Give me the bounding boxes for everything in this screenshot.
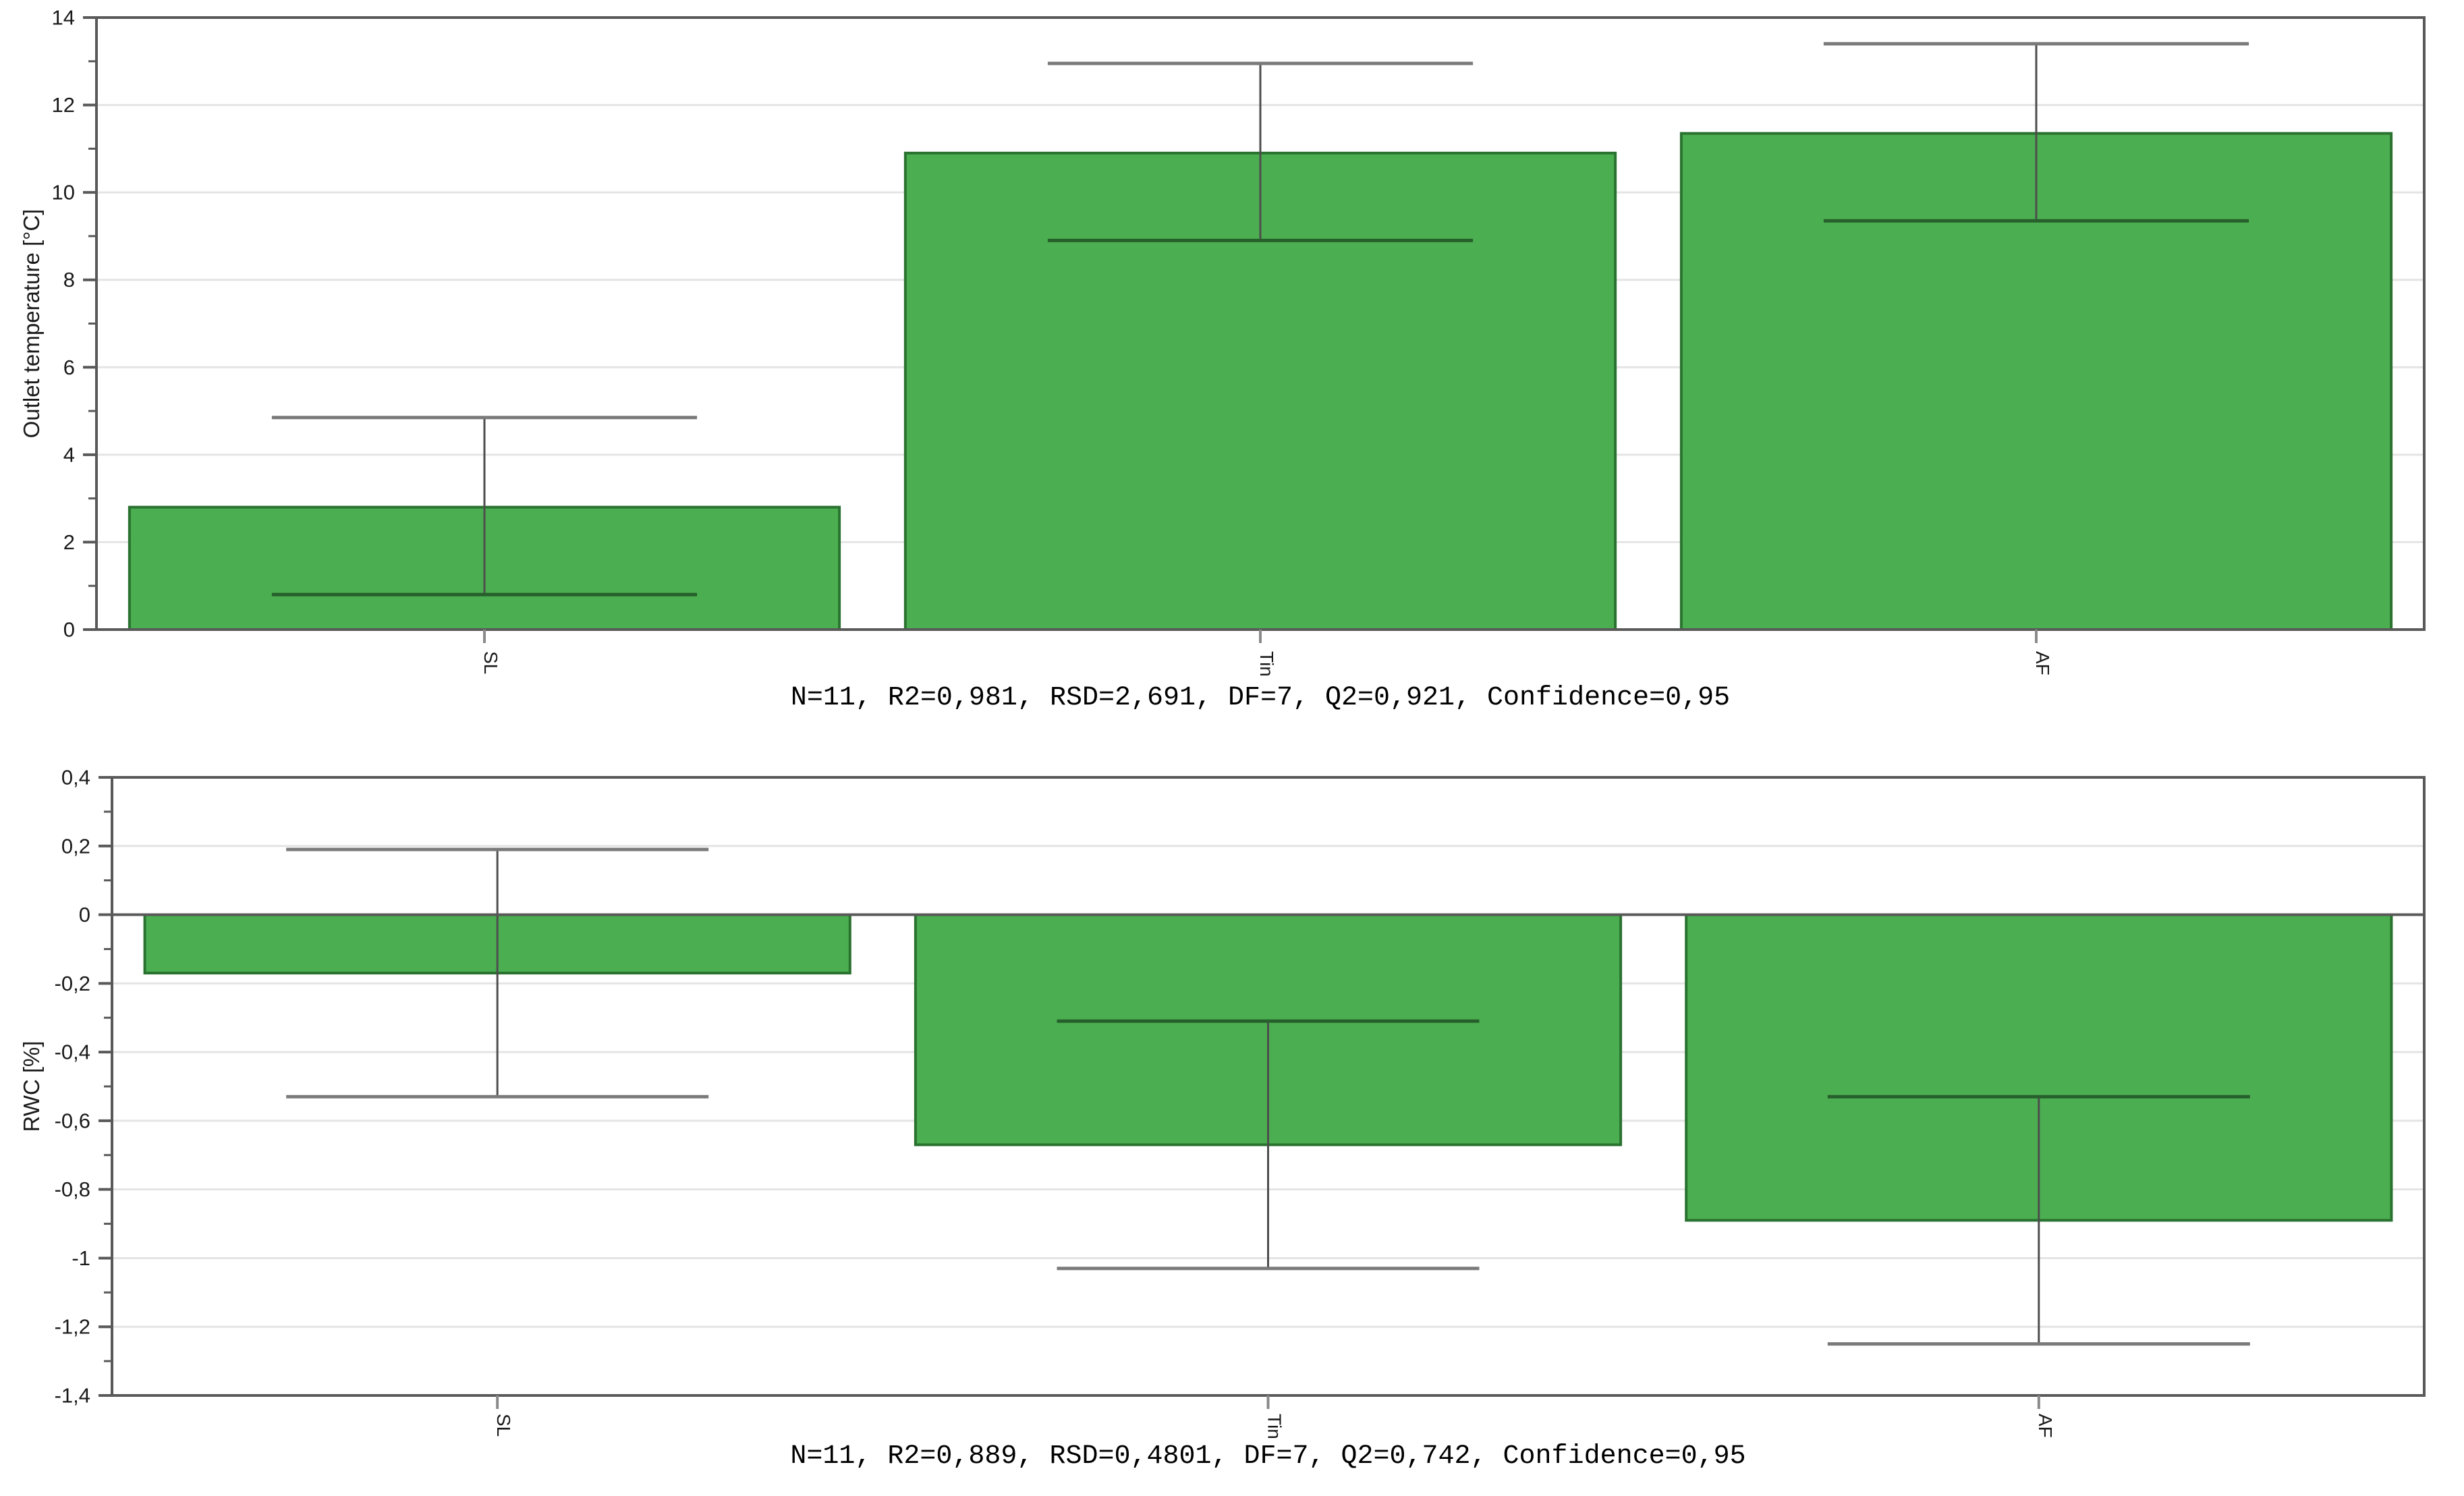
model-statistics-caption: N=11, R2=0,981, RSD=2,691, DF=7, Q2=0,92… [791,683,1730,713]
y-tick-label: -1 [72,1246,90,1270]
y-tick-label: 8 [63,268,75,292]
chart-outlet-temperature: 14 12 10 8 6 4 2 0 SL Tin AF Outlet temperature [°C… [19,6,2426,713]
y-tick-label: -0,6 [55,1109,90,1132]
y-axis-title: RWC [%] [19,1041,44,1132]
y-axis-title: Outlet temperature [°C] [19,209,44,439]
x-category-label: SL [480,651,501,674]
y-tick-label: 0,4 [61,766,90,789]
y-tick-label: 12 [52,93,75,117]
chart-rwc: 0,4 0,2 0 -0,2 -0,4 -0,6 -0,8 -1 -1,2 -1,4 SL Tin AF… [19,766,2426,1472]
x-category-label: Tin [1256,651,1277,677]
y-tick-label: 0 [79,903,90,926]
y-tick-label: 0 [63,618,75,642]
y-tick-label: 2 [63,530,75,554]
x-category-label: AF [2035,1414,2056,1438]
y-tick-label: 4 [63,443,75,466]
y-tick-label: -1,4 [55,1384,90,1408]
y-tick-label: -0,4 [55,1041,90,1064]
model-statistics-caption: N=11, R2=0,889, RSD=0,4801, DF=7, Q2=0,7… [790,1441,1745,1472]
x-category-label: AF [2032,651,2053,675]
x-category-label: SL [493,1414,514,1437]
y-tick-label: 0,2 [61,834,90,858]
x-category-label: Tin [1264,1414,1285,1439]
y-tick-label: 14 [52,6,75,30]
y-tick-label: -1,2 [55,1315,90,1339]
y-tick-label: -0,8 [55,1178,90,1201]
y-tick-label: 6 [63,356,75,379]
y-tick-label: 10 [52,181,75,204]
y-tick-label: -0,2 [55,972,90,995]
